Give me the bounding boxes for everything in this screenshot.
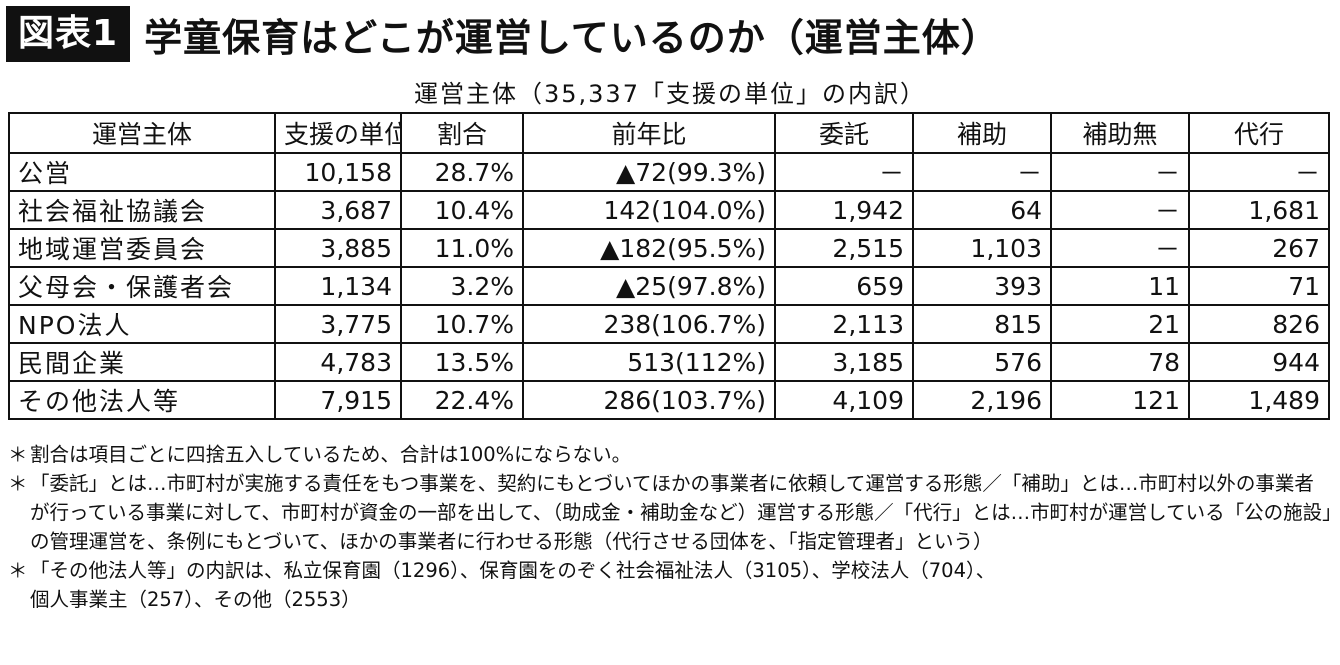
share-cell: 28.7% — [400, 152, 524, 192]
share-cell: 10.4% — [400, 190, 524, 230]
units-cell: 3,885 — [274, 228, 402, 268]
operator-cell: NPO法人 — [8, 304, 276, 344]
operator-table: 運営主体 支援の単位 割合 前年比 委託 補助 補助無 代行 公営 10,158 2… — [8, 112, 1330, 420]
footnote-1: ＊ 割合は項目ごとに四捨五入しているため、合計は100%にならない。 — [8, 440, 1333, 469]
table-row: 父母会・保護者会 1,134 3.2% ▲25(97.8%) 659 393 11 71 — [8, 266, 1330, 306]
subsidy-cell: 2,196 — [912, 380, 1052, 420]
agency-cell: 1,489 — [1188, 380, 1330, 420]
commission-cell: 1,942 — [774, 190, 914, 230]
units-cell: 4,783 — [274, 342, 402, 382]
agency-cell: 1,681 — [1188, 190, 1330, 230]
units-cell: 10,158 — [274, 152, 402, 192]
no-subsidy-cell: 11 — [1050, 266, 1190, 306]
table-caption: 運営主体（35,337「支援の単位」の内訳） — [414, 80, 926, 108]
units-cell: 1,134 — [274, 266, 402, 306]
col-header-no-subsidy: 補助無 — [1050, 112, 1190, 154]
operator-cell: 社会福祉協議会 — [8, 190, 276, 230]
col-header-units: 支援の単位 — [274, 112, 402, 154]
no-subsidy-cell: － — [1050, 152, 1190, 192]
share-cell: 10.7% — [400, 304, 524, 344]
footnote-3: ＊ 「その他法人等」の内訳は、私立保育園（1296）、保育園をのぞく社会福祉法人… — [8, 556, 1333, 614]
subsidy-cell: 393 — [912, 266, 1052, 306]
operator-cell: その他法人等 — [8, 380, 276, 420]
agency-cell: 944 — [1188, 342, 1330, 382]
note-mark: ＊ — [8, 472, 28, 495]
table-row: その他法人等 7,915 22.4% 286(103.7%) 4,109 2,196 121… — [8, 380, 1330, 420]
no-subsidy-cell: － — [1050, 228, 1190, 268]
subsidy-cell: 1,103 — [912, 228, 1052, 268]
table-row: 公営 10,158 28.7% ▲72(99.3%) －－－－ — [8, 152, 1330, 192]
no-subsidy-cell: 78 — [1050, 342, 1190, 382]
footnotes: ＊ 割合は項目ごとに四捨五入しているため、合計は100%にならない。 ＊ 「委託… — [8, 440, 1333, 614]
note-mark: ＊ — [8, 559, 28, 582]
subsidy-cell: － — [912, 152, 1052, 192]
operator-cell: 地域運営委員会 — [8, 228, 276, 268]
commission-cell: 3,185 — [774, 342, 914, 382]
commission-cell: 659 — [774, 266, 914, 306]
col-header-operator: 運営主体 — [8, 112, 276, 154]
agency-cell: － — [1188, 152, 1330, 192]
commission-cell: 4,109 — [774, 380, 914, 420]
share-cell: 11.0% — [400, 228, 524, 268]
units-cell: 3,687 — [274, 190, 402, 230]
table-header-row: 運営主体 支援の単位 割合 前年比 委託 補助 補助無 代行 — [8, 112, 1330, 154]
table-row: NPO法人 3,775 10.7% 238(106.7%) 2,113 815 21 826 — [8, 304, 1330, 344]
col-header-agency: 代行 — [1188, 112, 1330, 154]
figure-header: 図表1 学童保育はどこが運営しているのか（運営主体） — [6, 6, 1000, 62]
table-row: 民間企業 4,783 13.5% 513(112%) 3,185 576 78 944 — [8, 342, 1330, 382]
subsidy-cell: 64 — [912, 190, 1052, 230]
yoy-cell: ▲182(95.5%) — [522, 228, 776, 268]
units-cell: 7,915 — [274, 380, 402, 420]
no-subsidy-cell: － — [1050, 190, 1190, 230]
col-header-share: 割合 — [400, 112, 524, 154]
figure-title: 学童保育はどこが運営しているのか（運営主体） — [144, 15, 1000, 60]
yoy-cell: 238(106.7%) — [522, 304, 776, 344]
table-row: 社会福祉協議会 3,687 10.4% 142(104.0%) 1,942 64 － 1,68… — [8, 190, 1330, 230]
share-cell: 3.2% — [400, 266, 524, 306]
subsidy-cell: 815 — [912, 304, 1052, 344]
commission-cell: 2,113 — [774, 304, 914, 344]
agency-cell: 826 — [1188, 304, 1330, 344]
note-text: 「委託」とは…市町村が実施する責任をもつ事業を、契約にもとづいてほかの事業者に依… — [30, 472, 1332, 553]
agency-cell: 267 — [1188, 228, 1330, 268]
units-cell: 3,775 — [274, 304, 402, 344]
footnote-2: ＊ 「委託」とは…市町村が実施する責任をもつ事業を、契約にもとづいてほかの事業者… — [8, 469, 1333, 556]
note-mark: ＊ — [8, 443, 28, 466]
no-subsidy-cell: 21 — [1050, 304, 1190, 344]
operator-cell: 公営 — [8, 152, 276, 192]
subsidy-cell: 576 — [912, 342, 1052, 382]
col-header-subsidy: 補助 — [912, 112, 1052, 154]
col-header-yoy: 前年比 — [522, 112, 776, 154]
share-cell: 13.5% — [400, 342, 524, 382]
no-subsidy-cell: 121 — [1050, 380, 1190, 420]
yoy-cell: 286(103.7%) — [522, 380, 776, 420]
operator-cell: 民間企業 — [8, 342, 276, 382]
yoy-cell: ▲25(97.8%) — [522, 266, 776, 306]
agency-cell: 71 — [1188, 266, 1330, 306]
yoy-cell: 142(104.0%) — [522, 190, 776, 230]
operator-cell: 父母会・保護者会 — [8, 266, 276, 306]
yoy-cell: 513(112%) — [522, 342, 776, 382]
commission-cell: － — [774, 152, 914, 192]
note-text: 割合は項目ごとに四捨五入しているため、合計は100%にならない。 — [30, 443, 632, 466]
table-row: 地域運営委員会 3,885 11.0% ▲182(95.5%) 2,515 1,103 － 2… — [8, 228, 1330, 268]
share-cell: 22.4% — [400, 380, 524, 420]
col-header-commission: 委託 — [774, 112, 914, 154]
figure-badge: 図表1 — [6, 6, 131, 62]
note-text: 「その他法人等」の内訳は、私立保育園（1296）、保育園をのぞく社会福祉法人（3… — [30, 559, 996, 611]
commission-cell: 2,515 — [774, 228, 914, 268]
yoy-cell: ▲72(99.3%) — [522, 152, 776, 192]
